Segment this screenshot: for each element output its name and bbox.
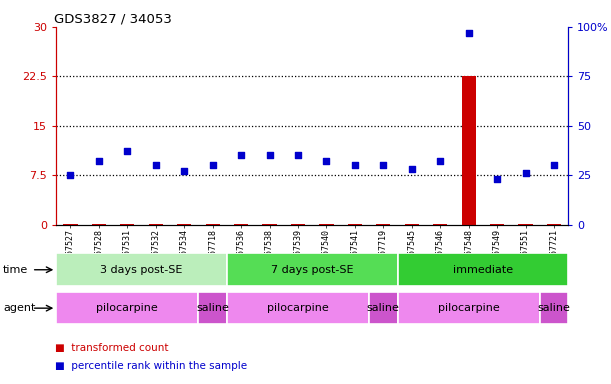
- Bar: [92, 223, 106, 225]
- Point: [151, 162, 161, 169]
- Text: pilocarpine: pilocarpine: [267, 303, 329, 313]
- Point: [94, 158, 104, 164]
- Bar: [227, 292, 369, 324]
- Bar: [519, 223, 533, 225]
- Point: [236, 152, 246, 159]
- Point: [180, 168, 189, 174]
- Point: [350, 162, 360, 169]
- Bar: [461, 76, 476, 225]
- Bar: [404, 223, 419, 225]
- Point: [549, 162, 559, 169]
- Bar: [433, 223, 447, 225]
- Bar: [263, 223, 277, 225]
- Bar: [398, 292, 540, 324]
- Bar: [227, 253, 398, 286]
- Text: agent: agent: [3, 303, 35, 313]
- Point: [492, 176, 502, 182]
- Point: [435, 158, 445, 164]
- Bar: [547, 223, 561, 225]
- Text: saline: saline: [196, 303, 229, 313]
- Text: ■  transformed count: ■ transformed count: [55, 343, 169, 353]
- Bar: [56, 292, 199, 324]
- Bar: [56, 253, 227, 286]
- Bar: [348, 223, 362, 225]
- Text: time: time: [3, 265, 28, 275]
- Bar: [205, 223, 220, 225]
- Bar: [234, 223, 248, 225]
- Point: [208, 162, 218, 169]
- Point: [321, 158, 331, 164]
- Point: [293, 152, 303, 159]
- Bar: [398, 253, 568, 286]
- Bar: [199, 292, 227, 324]
- Bar: [64, 223, 78, 225]
- Text: saline: saline: [538, 303, 571, 313]
- Bar: [177, 223, 191, 225]
- Bar: [540, 292, 568, 324]
- Point: [407, 166, 417, 172]
- Point: [378, 162, 388, 169]
- Point: [65, 172, 75, 178]
- Bar: [490, 223, 504, 225]
- Bar: [291, 223, 305, 225]
- Bar: [369, 292, 398, 324]
- Bar: [148, 223, 163, 225]
- Text: pilocarpine: pilocarpine: [438, 303, 500, 313]
- Text: ■  percentile rank within the sample: ■ percentile rank within the sample: [55, 361, 247, 371]
- Bar: [120, 223, 134, 225]
- Point: [265, 152, 274, 159]
- Text: 3 days post-SE: 3 days post-SE: [100, 265, 183, 275]
- Point: [521, 170, 530, 176]
- Text: GDS3827 / 34053: GDS3827 / 34053: [54, 13, 172, 26]
- Bar: [376, 223, 390, 225]
- Text: pilocarpine: pilocarpine: [97, 303, 158, 313]
- Text: immediate: immediate: [453, 265, 513, 275]
- Point: [122, 148, 132, 154]
- Text: saline: saline: [367, 303, 400, 313]
- Text: 7 days post-SE: 7 days post-SE: [271, 265, 354, 275]
- Point: [464, 30, 474, 36]
- Bar: [320, 223, 334, 225]
